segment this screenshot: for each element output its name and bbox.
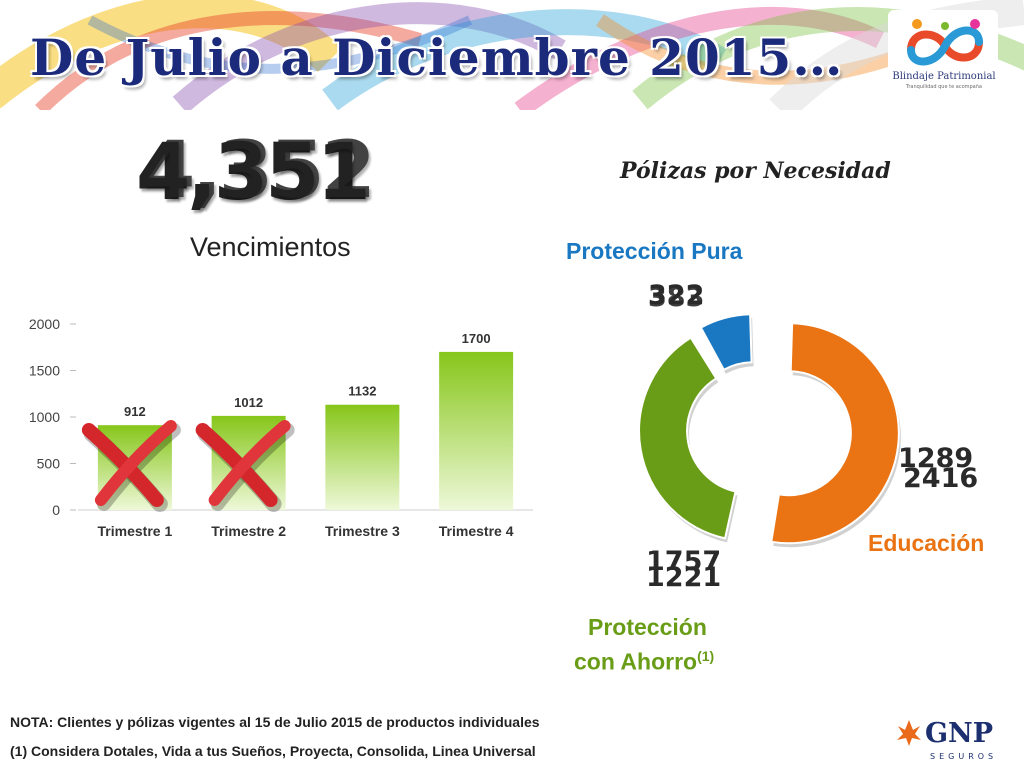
- donut-slice: [699, 313, 753, 372]
- logo-name: Blindaje Patrimonial: [892, 71, 996, 82]
- value-proteccion-pura-b: 383: [648, 282, 705, 313]
- y-tick-label: 0: [52, 502, 60, 518]
- bar-chart-subtitle: Vencimientos: [190, 232, 351, 262]
- value-proteccion-ahorro-a: 1757: [646, 546, 722, 577]
- bar-chart: 0 500 1000 1500 2000 912 Trimestre 1 1012 Trime…: [29, 316, 533, 539]
- page-title: De Julio a Diciembre 2015…: [30, 28, 844, 87]
- label-proteccion-ahorro-superscript: (1): [697, 648, 715, 664]
- bar-value-label: 1700: [462, 331, 491, 346]
- label-educacion: Educación: [868, 530, 985, 556]
- bar: [325, 404, 400, 510]
- x-tick-label: Trimestre 4: [439, 523, 514, 539]
- bar: [439, 351, 514, 510]
- bar-value-label: 1132: [348, 384, 376, 399]
- bar-value-label: 912: [124, 404, 146, 419]
- y-tick-label: 500: [37, 456, 61, 472]
- footnote-nota: NOTA: Clientes y pólizas vigentes al 15 …: [10, 714, 540, 730]
- donut-title: Pólizas por Necesidad: [620, 158, 891, 184]
- total-value-b: 4,352: [141, 126, 376, 216]
- value-proteccion-pura-a: 322: [648, 280, 705, 311]
- total-value-a: 4,351: [136, 128, 371, 218]
- label-proteccion-pura: Protección Pura: [566, 238, 743, 264]
- donut-chart: [638, 313, 901, 548]
- value-proteccion-ahorro-b: 1221: [646, 562, 722, 593]
- donut-slice: [770, 322, 900, 545]
- infinity-people-logo-icon: [907, 19, 983, 66]
- y-tick-label: 1000: [29, 409, 60, 425]
- red-x-icon: [81, 420, 181, 512]
- gnp-brand: GNP: [925, 718, 994, 749]
- logo-tagline: Tranquilidad que te acompaña: [906, 84, 982, 90]
- red-x-icon: [195, 420, 295, 512]
- footnote-1: (1) Considera Dotales, Vida a tus Sueños…: [10, 743, 536, 759]
- label-proteccion-ahorro-line1: Protección: [588, 614, 707, 640]
- y-tick-label: 1500: [29, 363, 60, 379]
- x-tick-label: Trimestre 2: [211, 523, 286, 539]
- value-educacion-b: 2416: [903, 463, 979, 494]
- x-tick-label: Trimestre 1: [98, 523, 173, 539]
- bar-value-label: 1012: [234, 395, 263, 410]
- value-educacion-a: 1289: [898, 443, 974, 474]
- x-tick-label: Trimestre 3: [325, 523, 400, 539]
- donut-slice: [638, 336, 737, 540]
- gnp-logo-icon: [897, 720, 921, 746]
- y-tick-label: 2000: [29, 316, 60, 332]
- label-proteccion-ahorro-line2: con Ahorro(1): [574, 648, 714, 676]
- gnp-brand-sub: SEGUROS: [930, 752, 998, 761]
- label-proteccion-ahorro-text: con Ahorro: [574, 648, 698, 675]
